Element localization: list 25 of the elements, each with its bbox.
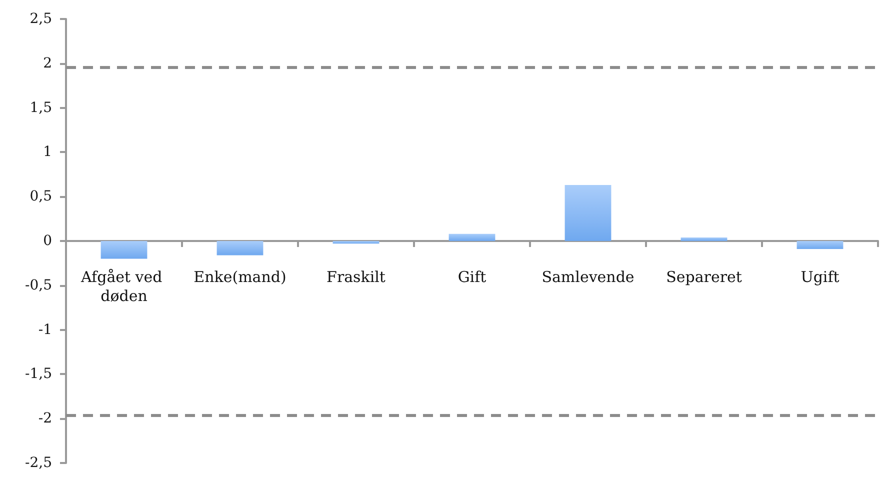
x-tick-label: Afgået ved døden — [80, 268, 168, 305]
y-tick-label: 0 — [43, 233, 52, 249]
x-tick-label: Samlevende — [542, 268, 634, 286]
bar — [564, 185, 612, 241]
x-tick-label: Fraskilt — [326, 268, 386, 286]
y-tick-label: -1,5 — [25, 366, 52, 382]
bar — [332, 241, 380, 244]
y-tick-label: 2,5 — [30, 11, 52, 27]
bar — [216, 241, 264, 256]
y-tick-label: 1,5 — [30, 100, 52, 116]
y-tick-label: -1 — [38, 322, 52, 338]
x-tick-label: Ugift — [800, 268, 840, 286]
y-tick-label: 2 — [43, 55, 52, 72]
y-tick-label: -2,5 — [25, 455, 52, 471]
x-tick-label: Gift — [458, 268, 486, 286]
bar — [448, 234, 496, 241]
x-tick-label: Separeret — [666, 268, 742, 286]
y-tick-label: 1 — [43, 144, 52, 160]
bar — [796, 241, 844, 249]
bar — [100, 241, 148, 259]
y-tick-label: 0,5 — [30, 188, 52, 205]
y-tick-label: -2 — [38, 410, 52, 427]
x-tick-label: Enke(mand) — [194, 268, 286, 286]
y-tick-label: -0,5 — [25, 277, 52, 294]
bar — [680, 237, 728, 241]
